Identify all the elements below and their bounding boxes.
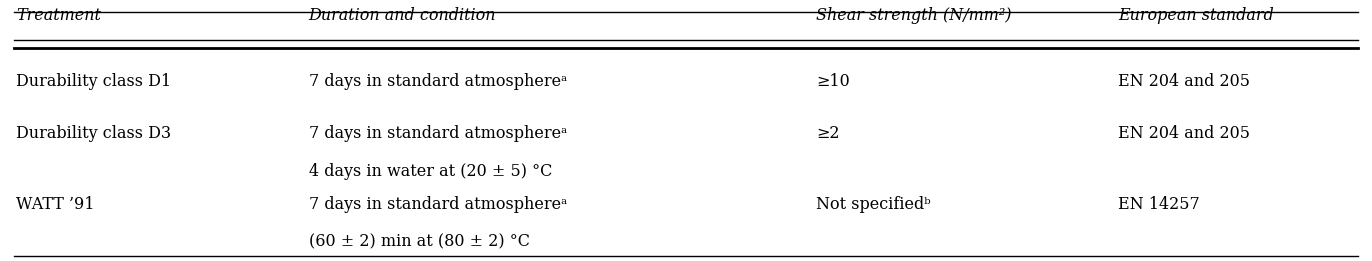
Text: Durability class D3: Durability class D3 bbox=[16, 125, 172, 142]
Text: EN 204 and 205: EN 204 and 205 bbox=[1118, 125, 1250, 142]
Text: Duration and condition: Duration and condition bbox=[309, 7, 497, 23]
Text: EN 14257: EN 14257 bbox=[1118, 196, 1200, 213]
Text: 7 days in standard atmosphereᵃ: 7 days in standard atmosphereᵃ bbox=[309, 73, 567, 90]
Text: (60 ± 2) min at (80 ± 2) °C: (60 ± 2) min at (80 ± 2) °C bbox=[309, 234, 530, 251]
Text: Treatment: Treatment bbox=[16, 7, 102, 23]
Text: 7 days in standard atmosphereᵃ: 7 days in standard atmosphereᵃ bbox=[309, 196, 567, 213]
Text: EN 204 and 205: EN 204 and 205 bbox=[1118, 73, 1250, 90]
Text: ≥2: ≥2 bbox=[816, 125, 840, 142]
Text: Not specifiedᵇ: Not specifiedᵇ bbox=[816, 196, 932, 213]
Text: Durability class D1: Durability class D1 bbox=[16, 73, 172, 90]
Text: ≥10: ≥10 bbox=[816, 73, 851, 90]
Text: WATT ’91: WATT ’91 bbox=[16, 196, 95, 213]
Text: Shear strength (N/mm²): Shear strength (N/mm²) bbox=[816, 7, 1011, 23]
Text: 7 days in standard atmosphereᵃ: 7 days in standard atmosphereᵃ bbox=[309, 125, 567, 142]
Text: European standard: European standard bbox=[1118, 7, 1275, 23]
Text: 4 days in water at (20 ± 5) °C: 4 days in water at (20 ± 5) °C bbox=[309, 163, 552, 180]
